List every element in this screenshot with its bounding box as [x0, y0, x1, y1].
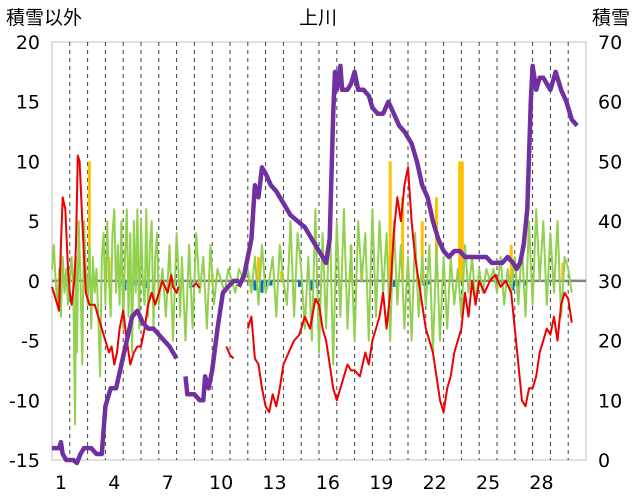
left-tick-10: 10 — [16, 151, 40, 173]
precip-bar-2 — [256, 256, 260, 281]
x-tick-25: 25 — [476, 472, 500, 494]
snow_depth-line-1 — [52, 308, 179, 466]
x-tick-13: 13 — [262, 472, 286, 494]
precip-bar-3 — [388, 161, 392, 281]
left-tick-15: 15 — [16, 92, 40, 114]
precip-bar-4 — [458, 161, 462, 281]
right-tick-10: 10 — [598, 390, 622, 412]
x-axis-ticks: 1 4 7 10 13 16 19 22 25 28 — [55, 472, 554, 494]
chart-title: 上川 — [299, 7, 337, 29]
left-tick-0: 0 — [28, 271, 40, 293]
x-tick-22: 22 — [423, 472, 447, 494]
snowfall-bar-17 — [516, 280, 520, 287]
snowfall-bar-12 — [392, 280, 396, 287]
precip-bar-14 — [280, 271, 284, 281]
snowfall-bar-9 — [297, 280, 301, 287]
left-tick--15: -15 — [9, 450, 40, 472]
x-tick-4: 4 — [108, 472, 120, 494]
x-tick-16: 16 — [316, 472, 340, 494]
snowfall-bar-14 — [427, 280, 431, 285]
right-tick-50: 50 — [598, 151, 622, 173]
right-tick-20: 20 — [598, 331, 622, 353]
lines — [51, 63, 579, 466]
x-tick-28: 28 — [529, 472, 553, 494]
x-tick-7: 7 — [162, 472, 174, 494]
left-tick-5: 5 — [28, 211, 40, 233]
snow_depth-line-2 — [183, 278, 239, 403]
temperature-line-3 — [225, 346, 235, 360]
temperature-line-4 — [246, 166, 573, 414]
temperature-line-1 — [51, 154, 180, 366]
left-tick--5: -5 — [21, 331, 40, 353]
precip-bar-8 — [420, 221, 424, 281]
right-tick-30: 30 — [598, 271, 622, 293]
wind-line-1 — [51, 208, 573, 426]
temperature-line-2 — [191, 282, 201, 289]
x-tick-1: 1 — [55, 472, 67, 494]
precip-bar-5 — [460, 161, 464, 281]
snowfall-bar-5 — [253, 280, 257, 291]
snowfall-bar-18 — [523, 280, 527, 286]
right-tick-0: 0 — [598, 450, 610, 472]
right-tick-70: 70 — [598, 32, 622, 54]
snowfall-bar-6 — [260, 280, 264, 293]
precip-bar-6 — [401, 197, 405, 281]
right-tick-40: 40 — [598, 211, 622, 233]
left-tick--10: -10 — [9, 390, 40, 412]
right-axis-ticks: 0 10 20 30 40 50 60 70 — [598, 32, 622, 472]
snowfall-bar-8 — [269, 280, 273, 286]
snowfall-bar-3 — [144, 280, 148, 289]
left-axis-ticks: -15 -10 -5 0 5 10 15 20 — [9, 32, 40, 472]
left-tick-20: 20 — [16, 32, 40, 54]
right-tick-60: 60 — [598, 92, 622, 114]
precip-bar-0 — [87, 161, 91, 281]
snowfall-bar-10 — [310, 280, 314, 291]
left-axis-label: 積雪以外 — [6, 7, 82, 29]
snow_depth-line-3 — [236, 63, 579, 288]
snowfall-bar-16 — [511, 280, 515, 291]
x-tick-19: 19 — [369, 472, 393, 494]
x-tick-10: 10 — [209, 472, 233, 494]
right-axis-label: 積雪 — [592, 7, 630, 29]
